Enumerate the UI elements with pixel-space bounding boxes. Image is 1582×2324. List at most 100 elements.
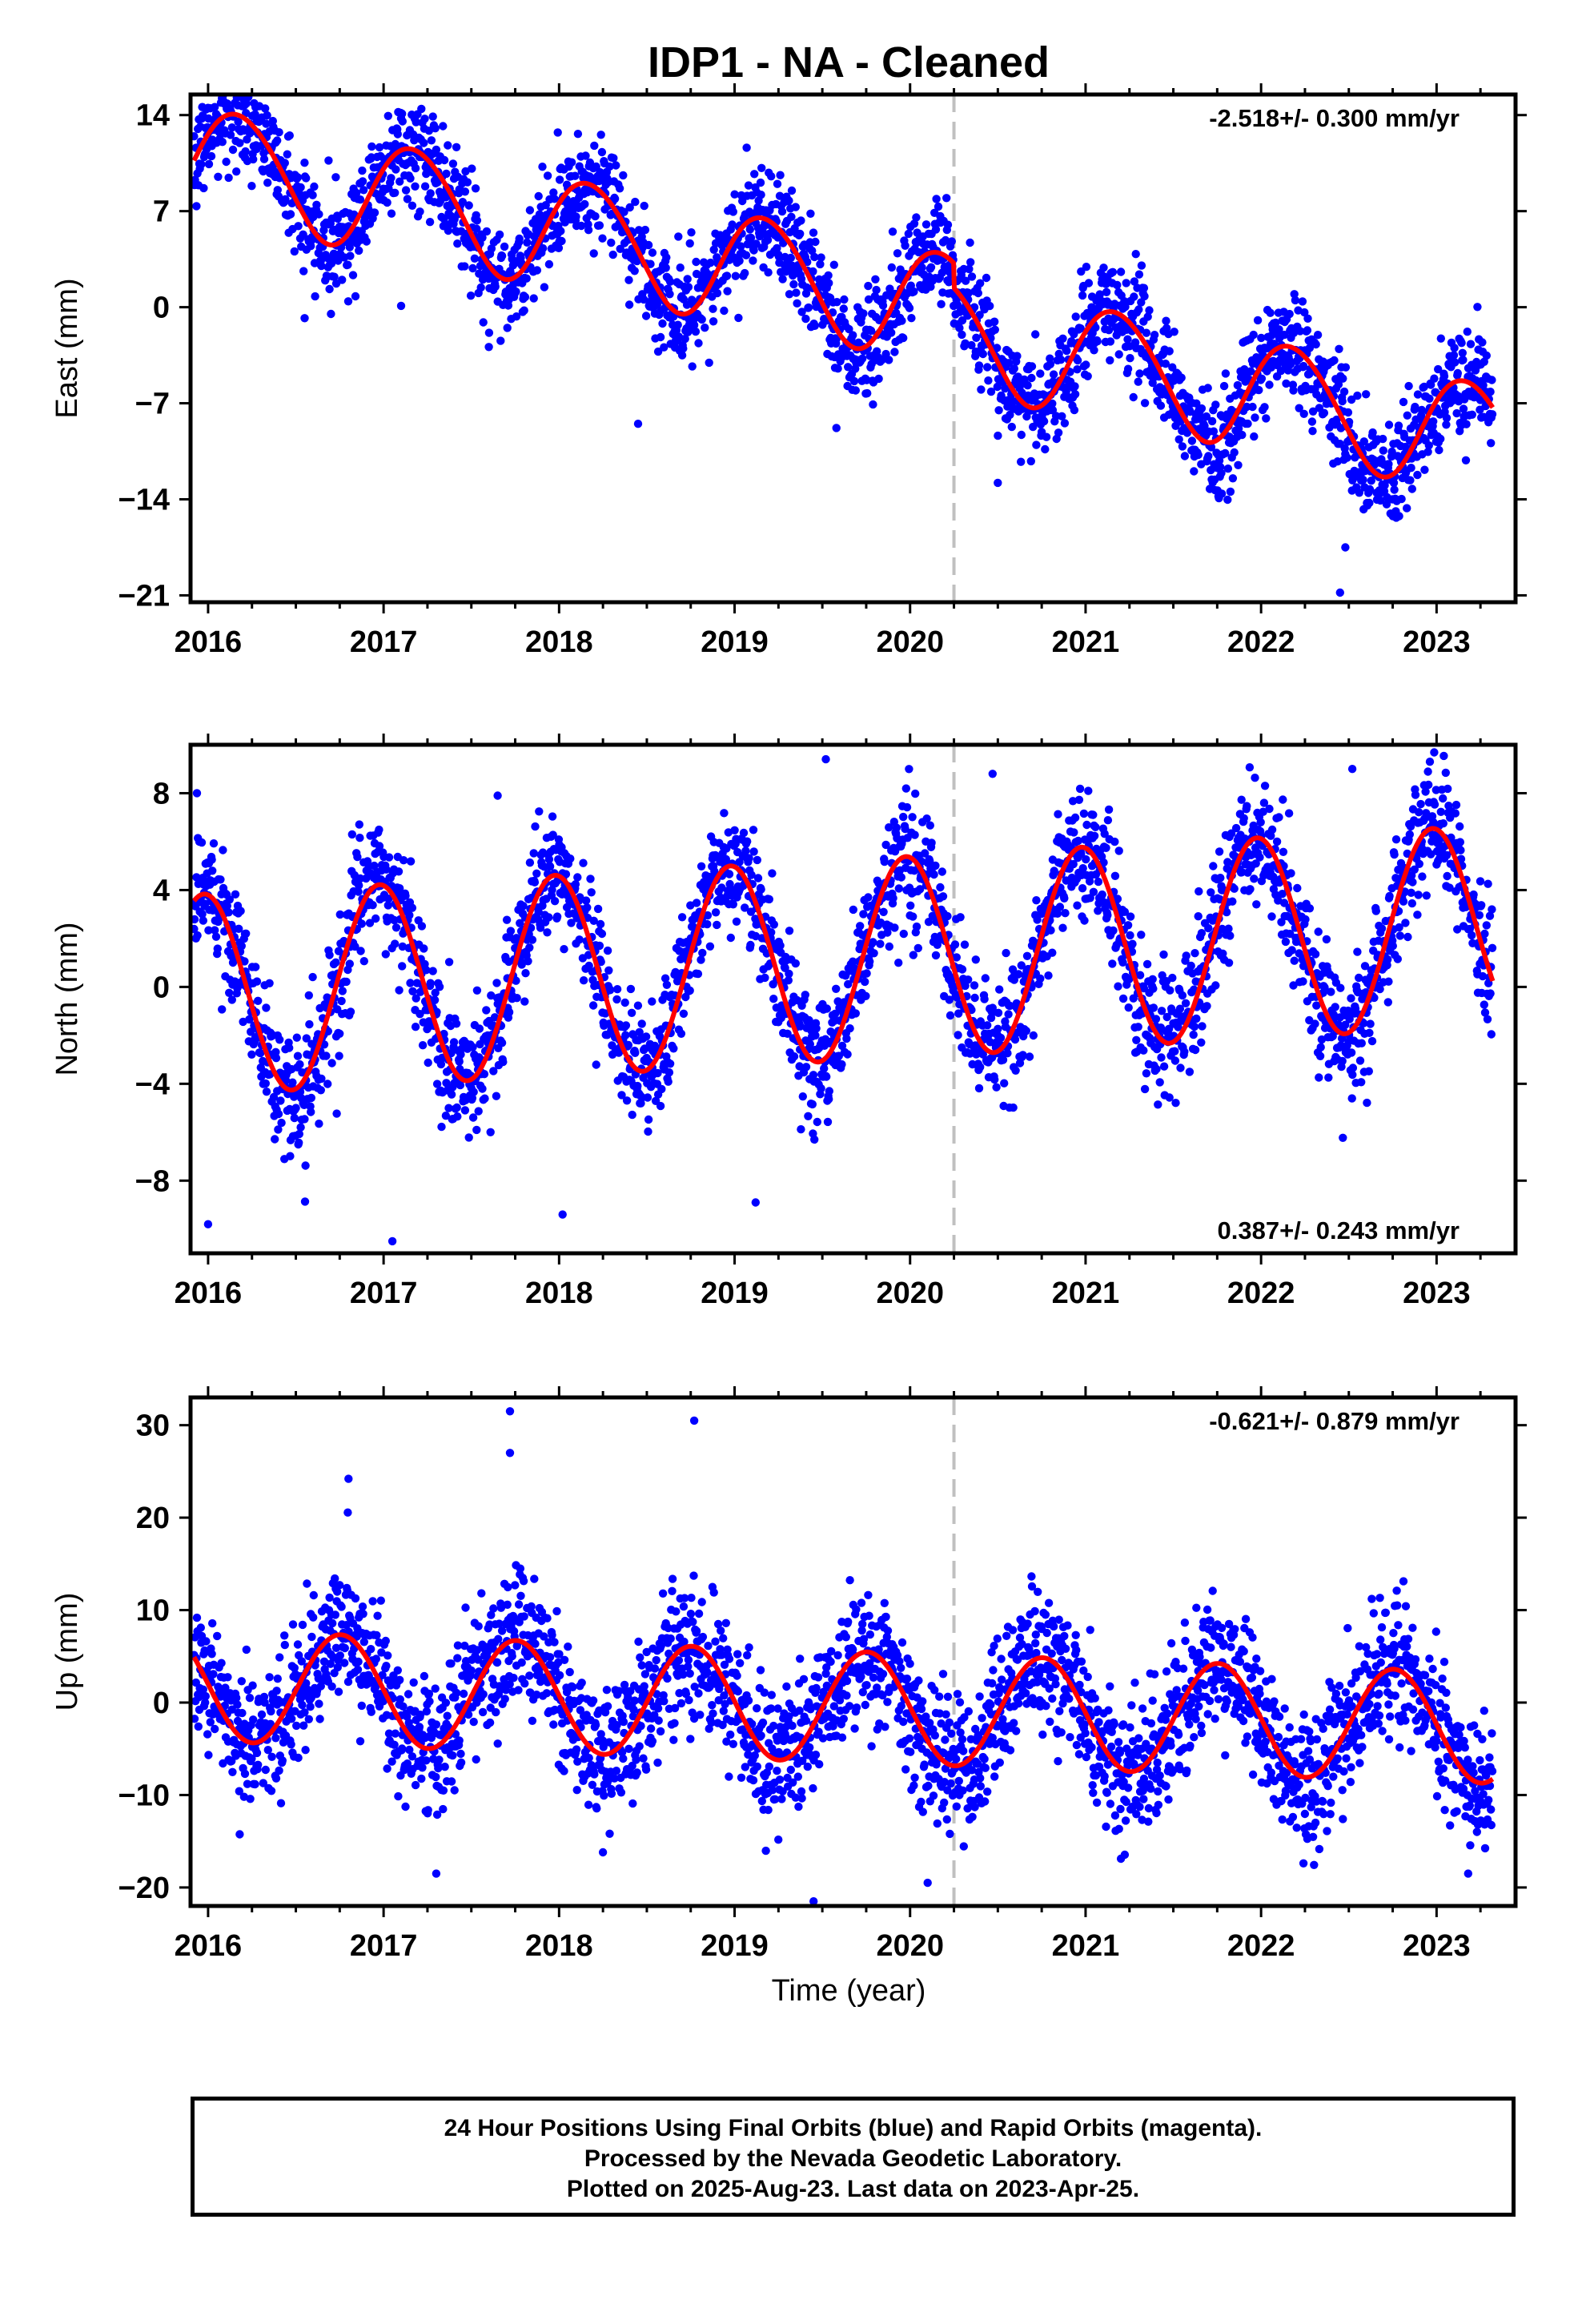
data-point <box>787 212 796 221</box>
data-point <box>302 174 311 183</box>
data-point <box>1207 416 1217 426</box>
data-point <box>931 951 941 960</box>
data-point <box>822 1072 831 1081</box>
data-point <box>1084 786 1093 795</box>
data-point <box>519 902 528 911</box>
data-point <box>1488 376 1496 384</box>
plot-area <box>191 94 1497 602</box>
data-point <box>325 951 334 959</box>
data-point <box>1406 476 1415 485</box>
data-point <box>677 351 687 360</box>
data-point <box>394 867 404 876</box>
data-point <box>1226 931 1235 940</box>
data-point <box>1191 1045 1200 1055</box>
data-point <box>216 875 225 884</box>
data-point <box>1299 409 1308 418</box>
data-point <box>1009 1103 1018 1112</box>
data-point <box>1488 410 1497 419</box>
data-point <box>588 1001 598 1010</box>
data-point <box>905 765 913 774</box>
data-point <box>395 986 404 995</box>
data-point <box>1031 330 1040 339</box>
data-point <box>1134 270 1144 279</box>
data-point <box>656 1101 665 1111</box>
data-point <box>227 123 236 132</box>
data-point <box>452 143 461 151</box>
data-point <box>1223 464 1233 473</box>
data-point <box>224 908 233 917</box>
data-point <box>440 155 449 165</box>
data-point <box>1285 309 1294 319</box>
data-point <box>737 242 745 251</box>
data-point <box>851 386 861 395</box>
data-point <box>983 363 992 372</box>
data-point <box>986 301 994 311</box>
data-point <box>1313 331 1323 340</box>
data-point <box>484 328 494 337</box>
data-point <box>825 1087 834 1096</box>
data-point <box>411 1023 420 1031</box>
data-point <box>1180 452 1190 460</box>
data-point <box>1211 400 1220 409</box>
data-point <box>343 260 352 269</box>
data-point <box>798 1092 807 1101</box>
data-point <box>479 318 488 327</box>
data-point <box>597 929 607 939</box>
data-point <box>520 306 528 315</box>
data-point <box>295 1059 304 1069</box>
data-point <box>1114 350 1123 359</box>
data-point <box>300 1197 310 1206</box>
data-point <box>1102 287 1111 296</box>
data-point <box>1044 971 1053 980</box>
data-point <box>813 1117 821 1127</box>
data-point <box>1110 871 1120 881</box>
data-point <box>273 186 282 195</box>
data-point <box>312 200 321 209</box>
data-point <box>1070 390 1080 399</box>
data-point <box>420 115 429 123</box>
data-point <box>1187 436 1197 445</box>
data-point <box>405 911 414 920</box>
data-point <box>1089 887 1098 897</box>
data-point <box>1197 929 1207 938</box>
data-point <box>791 959 800 968</box>
data-point <box>503 324 512 332</box>
data-point <box>1132 1035 1141 1045</box>
data-point <box>387 174 396 183</box>
data-point <box>482 227 492 236</box>
data-point <box>809 228 818 237</box>
data-point <box>1155 1078 1164 1087</box>
data-point <box>1079 809 1089 818</box>
data-point <box>557 236 566 246</box>
data-point <box>1209 862 1218 870</box>
data-point <box>525 206 535 215</box>
data-point <box>1482 351 1492 360</box>
data-point <box>1223 495 1232 505</box>
data-point <box>512 994 521 1003</box>
data-point <box>697 955 705 964</box>
data-point <box>500 242 509 251</box>
data-point <box>1113 280 1122 290</box>
data-point <box>444 958 454 967</box>
data-point <box>966 238 974 247</box>
data-point <box>885 356 893 364</box>
data-point <box>713 920 721 930</box>
data-point <box>428 967 437 975</box>
data-point <box>1303 314 1312 323</box>
data-point <box>285 1043 294 1052</box>
data-point <box>746 940 755 950</box>
data-point <box>1017 457 1026 466</box>
data-point <box>786 253 795 263</box>
data-point <box>530 878 540 887</box>
data-point <box>1262 414 1271 423</box>
data-point <box>1090 831 1099 841</box>
data-point <box>1002 948 1010 958</box>
data-point <box>930 870 938 879</box>
data-point <box>290 1113 299 1123</box>
data-point <box>1126 931 1134 940</box>
data-point <box>624 275 633 284</box>
data-point <box>595 941 604 951</box>
data-point <box>622 1096 632 1105</box>
data-point <box>901 784 911 793</box>
data-point <box>863 388 872 398</box>
